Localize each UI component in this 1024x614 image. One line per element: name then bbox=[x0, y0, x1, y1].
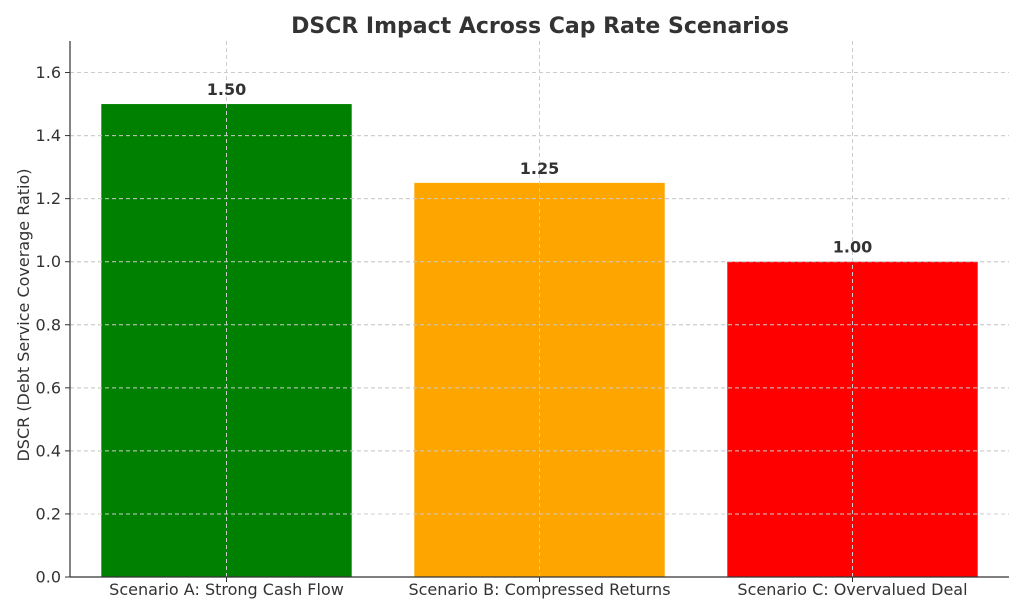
y-tick-label: 1.2 bbox=[36, 189, 61, 208]
x-tick-label: Scenario C: Overvalued Deal bbox=[737, 580, 967, 599]
x-tick-label: Scenario A: Strong Cash Flow bbox=[109, 580, 344, 599]
y-axis-label: DSCR (Debt Service Coverage Ratio) bbox=[14, 168, 33, 461]
chart-title: DSCR Impact Across Cap Rate Scenarios bbox=[291, 14, 789, 39]
y-tick-label: 0.0 bbox=[36, 568, 61, 587]
data-label: 1.50 bbox=[207, 80, 246, 99]
data-label: 1.25 bbox=[520, 159, 559, 178]
x-tick-label: Scenario B: Compressed Returns bbox=[408, 580, 670, 599]
y-tick-label: 0.8 bbox=[36, 315, 61, 334]
y-tick-label: 0.2 bbox=[36, 504, 61, 523]
y-tick-label: 0.6 bbox=[36, 378, 61, 397]
bars bbox=[70, 41, 1009, 578]
y-tick-label: 1.6 bbox=[36, 63, 61, 82]
data-label: 1.00 bbox=[833, 238, 872, 257]
labels: 0.0 0.2 0.4 0.6 0.8 1.0 1.2 1.4 1.6 1.50 1.25 1.00 S… bbox=[36, 63, 968, 599]
y-tick-label: 0.4 bbox=[36, 441, 61, 460]
y-tick-label: 1.0 bbox=[36, 252, 61, 271]
axes bbox=[65, 41, 1009, 582]
y-tick-label: 1.4 bbox=[36, 126, 61, 145]
